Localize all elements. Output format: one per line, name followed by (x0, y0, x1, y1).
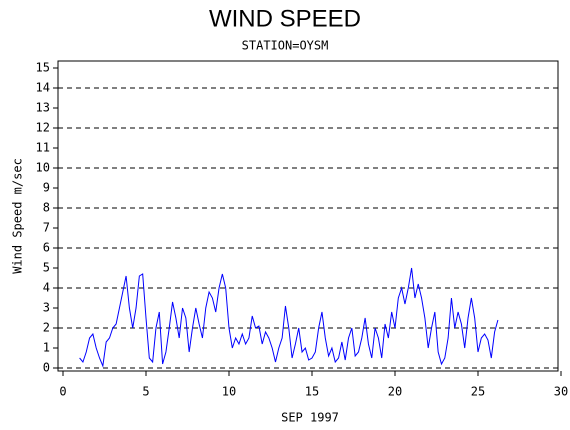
y-tick-label: 0 (43, 361, 50, 375)
y-tick-label: 2 (43, 321, 50, 335)
y-tick-label: 9 (43, 181, 50, 195)
chart-title: WIND SPEED (209, 5, 361, 32)
y-tick-label: 4 (43, 281, 50, 295)
x-tick-label: 5 (142, 385, 149, 399)
plot-frame (57, 60, 559, 372)
y-tick-label: 15 (36, 61, 50, 75)
y-axis-label: Wind Speed m/sec (11, 158, 25, 274)
y-tick-label: 8 (43, 201, 50, 215)
x-tick-label: 0 (59, 385, 66, 399)
y-tick-label: 11 (36, 141, 50, 155)
x-tick-label: 30 (554, 385, 568, 399)
data-line (79, 267, 499, 368)
y-tick-label: 3 (43, 301, 50, 315)
y-tick-label: 5 (43, 261, 50, 275)
y-tick-label: 6 (43, 241, 50, 255)
x-axis-label: SEP 1997 (281, 411, 339, 425)
x-tick-label: 10 (222, 385, 236, 399)
x-tick-label: 20 (388, 385, 402, 399)
y-tick-label: 12 (36, 121, 50, 135)
x-tick-label: 25 (471, 385, 485, 399)
y-tick-label: 13 (36, 101, 50, 115)
y-tick-label: 10 (36, 161, 50, 175)
y-tick-label: 7 (43, 221, 50, 235)
y-tick-label: 14 (36, 81, 50, 95)
x-tick-label: 15 (305, 385, 319, 399)
chart-subtitle: STATION=OYSM (242, 39, 329, 53)
y-tick-label: 1 (43, 341, 50, 355)
